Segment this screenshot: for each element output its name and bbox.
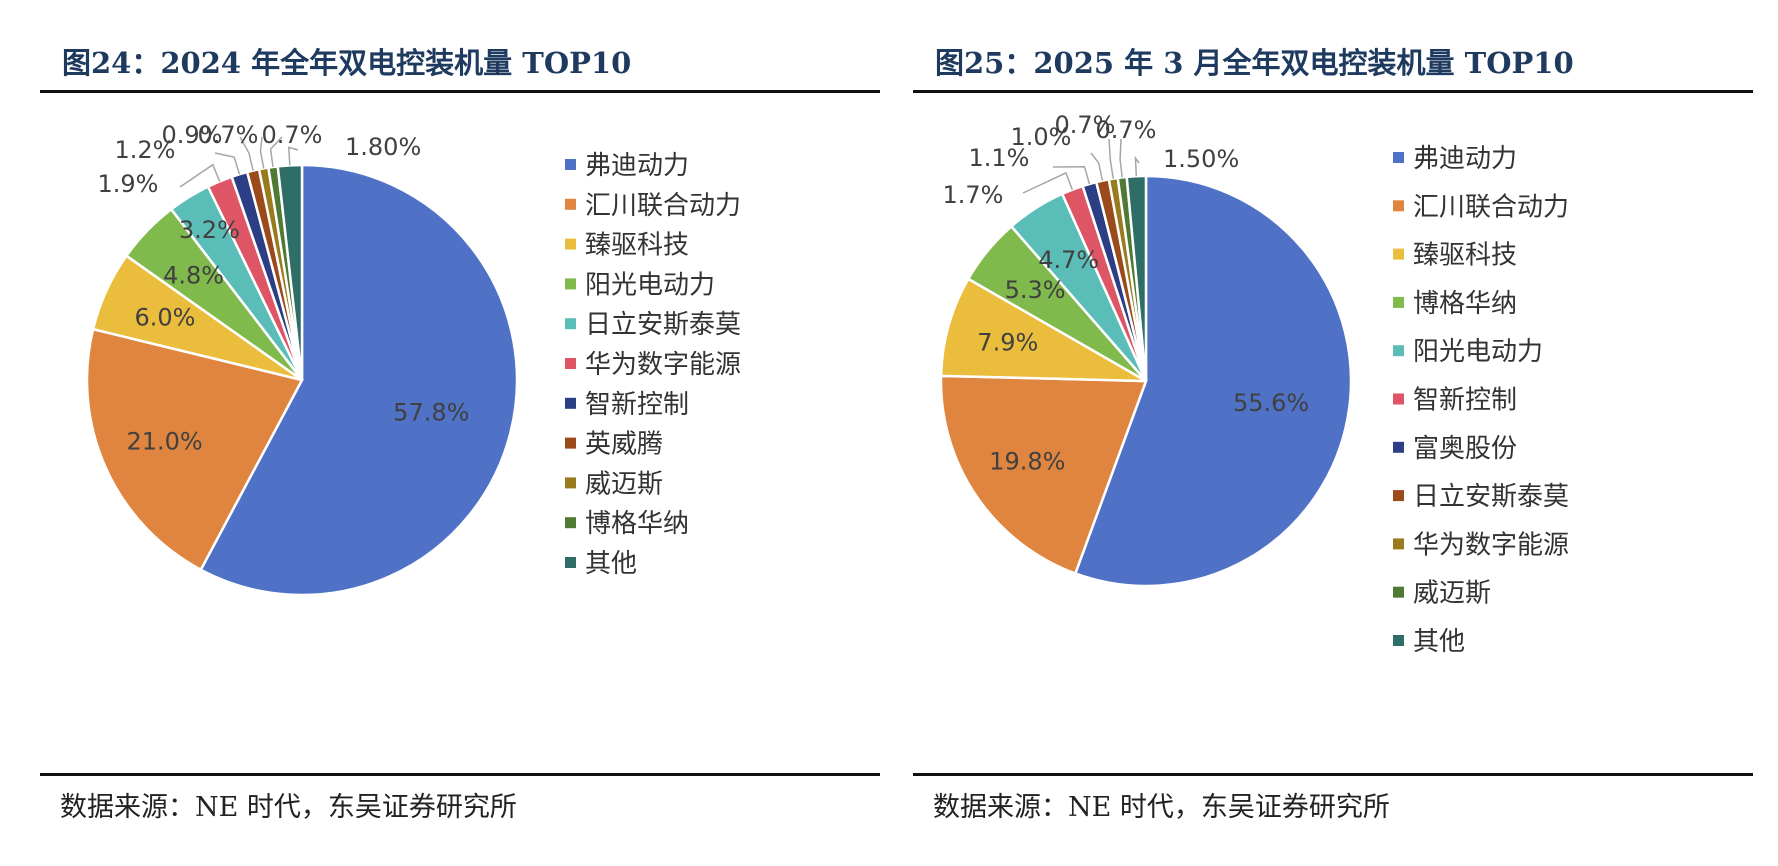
legend-label-1-8: 华为数字能源 xyxy=(1413,530,1569,560)
legend-swatch-1-8 xyxy=(1393,538,1404,550)
legend-swatch-1-7 xyxy=(1393,490,1404,502)
legend-swatch-1-2 xyxy=(1393,248,1404,260)
leader-line-1-7 xyxy=(1090,152,1104,181)
legend-label-0-3: 阳光电动力 xyxy=(585,270,715,300)
legend-swatch-0-9 xyxy=(565,517,576,529)
leader-line-0-6 xyxy=(214,152,241,175)
legend-label-0-0: 弗迪动力 xyxy=(585,151,689,181)
legend-label-0-6: 智新控制 xyxy=(585,390,689,420)
leader-line-1-6 xyxy=(1052,165,1091,185)
chart-title-2025-03: 图25：2025 年 3 月全年双电控装机量 TOP10 xyxy=(935,46,1574,80)
leader-line-1-9 xyxy=(1119,138,1123,178)
legend-swatch-1-6 xyxy=(1393,441,1404,453)
slice-label-1-6: 1.1% xyxy=(969,144,1030,172)
legend-label-0-4: 日立安斯泰莫 xyxy=(585,310,741,340)
title-rule-2025-03 xyxy=(913,90,1753,93)
legend-label-1-4: 阳光电动力 xyxy=(1413,337,1543,367)
chart-source-2024: 数据来源：NE 时代，东吴证券研究所 xyxy=(60,792,517,823)
slice-label-0-0: 57.8% xyxy=(393,398,469,426)
leader-line-1-8 xyxy=(1108,138,1115,179)
legend-label-1-6: 富奥股份 xyxy=(1413,434,1517,464)
slice-label-0-10: 1.80% xyxy=(345,133,421,161)
legend-swatch-1-4 xyxy=(1393,345,1404,357)
chart-source-2025-03: 数据来源：NE 时代，东吴证券研究所 xyxy=(933,792,1390,823)
leader-line-0-7 xyxy=(239,136,254,171)
legend-label-1-2: 臻驱科技 xyxy=(1413,241,1517,271)
legend-swatch-0-4 xyxy=(565,318,576,330)
slice-label-0-6: 1.2% xyxy=(115,136,176,164)
legend-swatch-0-7 xyxy=(565,437,576,449)
slice-label-1-0: 55.6% xyxy=(1233,389,1309,417)
legend-label-1-1: 汇川联合动力 xyxy=(1413,192,1569,222)
legend-label-0-10: 其他 xyxy=(585,549,637,579)
legend-swatch-0-2 xyxy=(565,238,576,250)
slice-label-0-5: 1.9% xyxy=(98,170,159,198)
slice-label-0-3: 4.8% xyxy=(163,262,224,290)
legend-swatch-1-0 xyxy=(1393,152,1404,163)
legend-label-0-9: 博格华纳 xyxy=(585,509,689,539)
pie-slice-1-0 xyxy=(1073,174,1353,588)
legend-label-1-9: 威迈斯 xyxy=(1413,579,1491,609)
chart-panel-2024: 图24：2024 年全年双电控装机量 TOP10 57.8% 21.0% 6.0% 4… xyxy=(40,0,880,866)
legend-swatch-0-8 xyxy=(565,477,576,489)
slice-label-0-8: 0.7% xyxy=(198,121,259,149)
legend-swatch-1-1 xyxy=(1393,200,1404,212)
legend-label-0-7: 英威腾 xyxy=(585,430,663,460)
pie-slice-1-10 xyxy=(1125,174,1148,382)
slice-label-1-5: 1.7% xyxy=(943,181,1004,209)
legend-label-0-8: 威迈斯 xyxy=(585,469,663,499)
leader-line-0-9 xyxy=(269,136,283,168)
legend-label-0-2: 臻驱科技 xyxy=(585,231,689,261)
leader-line-0-5 xyxy=(179,163,221,188)
legend-swatch-0-5 xyxy=(565,358,576,369)
pie-slice-0-1 xyxy=(85,327,304,572)
legend-swatch-1-5 xyxy=(1393,393,1404,405)
leader-line-0-10 xyxy=(287,146,299,166)
legend-swatch-0-3 xyxy=(565,278,576,290)
slice-label-1-7: 1.0% xyxy=(1011,123,1072,151)
legend-label-1-3: 博格华纳 xyxy=(1413,289,1517,319)
slice-label-0-4: 3.2% xyxy=(179,216,240,244)
legend-label-1-0: 弗迪动力 xyxy=(1413,144,1517,174)
legend-label-1-5: 智新控制 xyxy=(1413,386,1517,416)
legend-swatch-0-6 xyxy=(565,397,576,409)
pie-slice-1-1 xyxy=(939,374,1148,576)
legend-swatch-0-1 xyxy=(565,198,576,210)
title-rule-2024 xyxy=(40,90,880,93)
pie-slice-0-10 xyxy=(276,163,304,381)
slice-label-1-9: 0.7% xyxy=(1096,116,1157,144)
legend-swatch-0-0 xyxy=(565,159,576,170)
legend-swatch-1-10 xyxy=(1393,635,1404,646)
slice-label-1-8: 0.7% xyxy=(1055,111,1116,139)
slice-label-0-7: 0.9% xyxy=(162,121,223,149)
leader-line-1-5 xyxy=(1022,171,1074,194)
legend-swatch-1-3 xyxy=(1393,296,1404,308)
legend-swatch-0-10 xyxy=(565,557,576,568)
leader-line-1-10 xyxy=(1134,155,1140,177)
slice-label-0-9: 0.7% xyxy=(262,121,323,149)
chart-title-2024: 图24：2024 年全年双电控装机量 TOP10 xyxy=(62,46,632,80)
pie-chart-2025-03: 55.6%19.8%7.9%5.3%4.7%1.7%1.1%1.0%0.7%0.… xyxy=(939,111,1569,657)
slice-label-1-10: 1.50% xyxy=(1163,145,1239,173)
leader-line-0-8 xyxy=(259,136,265,169)
slice-label-1-1: 19.8% xyxy=(989,448,1065,476)
legend-label-1-7: 日立安斯泰莫 xyxy=(1413,482,1569,512)
chart-panel-2025-03: 图25：2025 年 3 月全年双电控装机量 TOP10 55.6% 19.8% 7… xyxy=(913,0,1753,866)
pie-slice-0-0 xyxy=(199,163,519,597)
legend-label-1-10: 其他 xyxy=(1413,627,1465,657)
source-rule-2025-03 xyxy=(913,773,1753,776)
pie-slice-1-2 xyxy=(939,277,1147,383)
slice-label-0-2: 6.0% xyxy=(135,304,196,332)
pie-chart-2024: 57.8%21.0%6.0%4.8%3.2%1.9%1.2%0.9%0.7% 0.… xyxy=(85,121,741,597)
slice-label-1-2: 7.9% xyxy=(977,328,1038,356)
slice-label-1-4: 4.7% xyxy=(1038,246,1099,274)
legend-label-0-1: 汇川联合动力 xyxy=(585,191,741,221)
legend-label-0-5: 华为数字能源 xyxy=(585,350,741,380)
slice-label-1-3: 5.3% xyxy=(1005,276,1066,304)
slice-label-0-1: 21.0% xyxy=(126,428,202,456)
source-rule-2024 xyxy=(40,773,880,776)
legend-swatch-1-9 xyxy=(1393,586,1404,598)
